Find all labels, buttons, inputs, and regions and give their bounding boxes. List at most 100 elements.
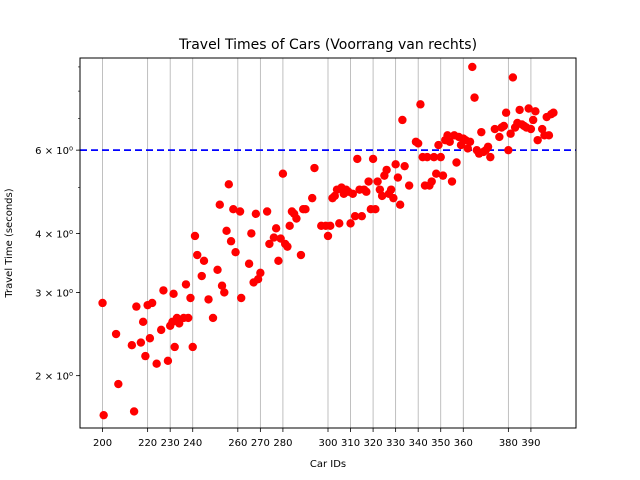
data-point	[199, 256, 209, 266]
data-point	[432, 169, 441, 178]
data-point	[136, 338, 146, 347]
data-point	[395, 200, 405, 209]
data-point	[237, 293, 246, 303]
y-axis-label: Travel Time (seconds)	[4, 188, 15, 298]
data-point	[188, 342, 197, 352]
data-point	[465, 137, 475, 146]
data-point	[353, 154, 362, 164]
data-point	[247, 229, 256, 238]
data-point	[526, 124, 536, 134]
data-point	[404, 181, 414, 190]
data-point	[274, 256, 283, 266]
data-point	[197, 271, 206, 281]
data-point	[483, 142, 493, 151]
data-point	[368, 154, 378, 164]
data-point	[147, 298, 157, 308]
data-point	[301, 205, 310, 214]
x-tick-label: 350	[431, 438, 450, 449]
x-tick-label: 390	[521, 438, 540, 449]
data-point	[326, 221, 335, 231]
data-point	[308, 193, 317, 203]
x-tick-label: 200	[93, 438, 112, 449]
data-point	[377, 191, 387, 201]
data-point	[244, 259, 254, 268]
data-point	[256, 268, 265, 278]
data-point	[413, 139, 423, 148]
data-point	[204, 295, 213, 304]
data-point	[490, 124, 500, 134]
data-point	[531, 107, 540, 116]
data-point	[506, 129, 515, 138]
data-point	[99, 410, 108, 420]
x-tick-label: 300	[318, 438, 337, 449]
data-point	[215, 200, 224, 209]
data-point	[371, 205, 380, 214]
data-point	[362, 187, 371, 196]
data-point	[427, 177, 436, 186]
data-point	[477, 127, 486, 137]
data-point	[226, 237, 236, 246]
data-point	[181, 280, 191, 289]
x-axis-ticks: 200 220 230 240 260 270 280 300 310 320 330 340 350 3…	[93, 428, 540, 449]
data-point	[400, 161, 409, 171]
data-point	[224, 180, 233, 189]
data-point	[193, 250, 202, 260]
data-point	[278, 169, 288, 178]
data-point	[292, 214, 301, 223]
data-point	[163, 356, 173, 366]
data-point	[253, 274, 263, 284]
data-point	[468, 62, 477, 72]
data-point	[262, 207, 272, 216]
x-tick-label: 310	[341, 438, 360, 449]
data-point	[184, 313, 193, 323]
y-tick-label: 6 × 10⁰	[35, 146, 73, 157]
data-point	[346, 219, 355, 228]
data-point	[229, 205, 238, 214]
data-point	[231, 247, 240, 257]
data-point	[141, 351, 150, 361]
data-point	[434, 140, 443, 150]
data-point	[508, 73, 518, 82]
data-points	[98, 62, 558, 420]
data-point	[251, 209, 261, 219]
data-point	[190, 231, 200, 241]
data-point	[391, 160, 400, 169]
data-point	[398, 115, 407, 125]
data-point	[389, 193, 398, 203]
data-point	[156, 325, 166, 335]
data-point	[373, 177, 382, 186]
data-point	[501, 108, 511, 117]
data-point	[213, 265, 222, 274]
data-point	[495, 132, 504, 142]
data-point	[375, 185, 385, 194]
x-tick-label: 340	[409, 438, 428, 449]
x-tick-label: 330	[386, 438, 405, 449]
data-point	[285, 221, 294, 231]
data-point	[438, 171, 448, 180]
x-axis-label: Car IDs	[310, 459, 346, 470]
data-point	[111, 329, 121, 339]
data-point	[127, 341, 137, 350]
x-tick-label: 240	[183, 438, 202, 449]
data-point	[296, 250, 306, 260]
data-point	[310, 163, 319, 173]
data-point	[357, 211, 367, 221]
chart-title: Travel Times of Cars (Voorrang van recht…	[178, 37, 477, 53]
data-point	[132, 302, 141, 311]
data-point	[222, 226, 231, 236]
x-tick-label: 230	[161, 438, 180, 449]
x-tick-label: 270	[251, 438, 270, 449]
x-tick-label: 320	[364, 438, 383, 449]
data-point	[486, 152, 495, 162]
data-point	[348, 189, 357, 199]
y-axis-ticks: 2 × 10⁰ 3 × 10⁰ 4 × 10⁰ 6 × 10⁰	[35, 66, 80, 383]
data-point	[499, 121, 509, 131]
data-point	[528, 115, 538, 125]
y-tick-label: 4 × 10⁰	[35, 229, 73, 240]
x-tick-label: 260	[228, 438, 247, 449]
data-point	[114, 379, 123, 389]
data-point	[445, 137, 454, 146]
data-point	[323, 231, 333, 241]
data-point	[170, 342, 179, 352]
